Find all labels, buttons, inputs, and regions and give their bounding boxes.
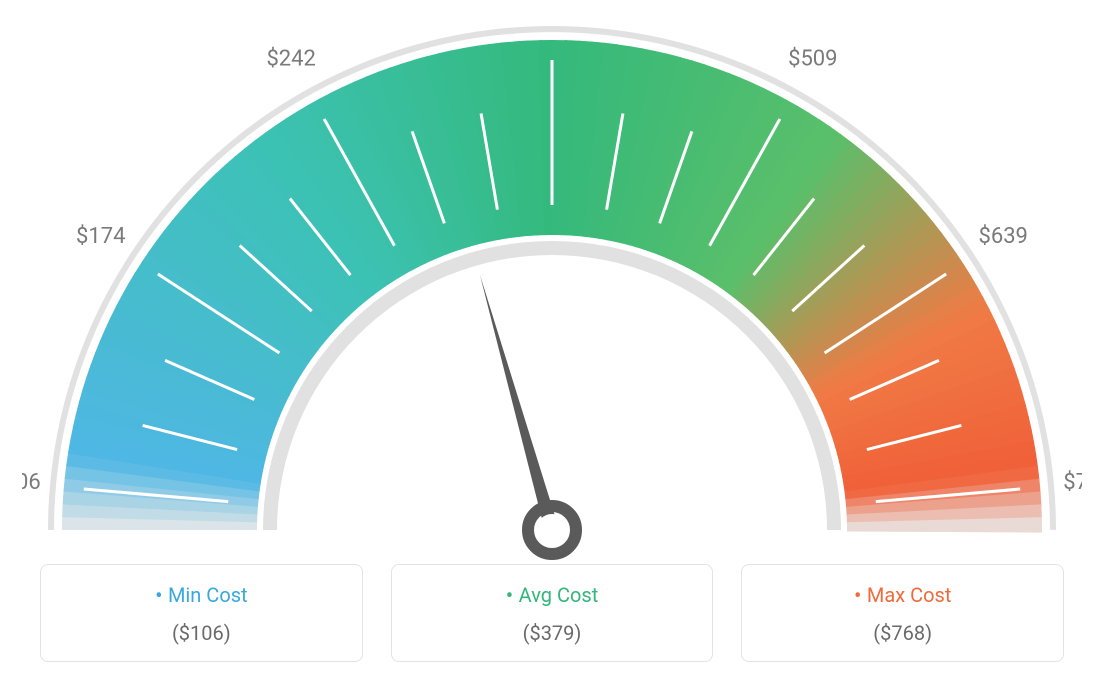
legend-card-min: Min Cost ($106) <box>40 564 363 662</box>
gauge-tick-label: $639 <box>978 224 1027 249</box>
gauge-tick-label: $242 <box>266 46 315 71</box>
legend-min-value: ($106) <box>51 621 352 645</box>
gauge-svg: $106$174$242$379$509$639$768 <box>22 20 1082 580</box>
legend-row: Min Cost ($106) Avg Cost ($379) Max Cost… <box>40 564 1064 662</box>
legend-min-label: Min Cost <box>51 583 352 609</box>
gauge-chart: $106$174$242$379$509$639$768 <box>0 0 1104 560</box>
legend-avg-value: ($379) <box>402 621 703 645</box>
legend-card-avg: Avg Cost ($379) <box>391 564 714 662</box>
gauge-tick-label: $174 <box>76 224 125 249</box>
gauge-tick-label: $106 <box>22 470 41 495</box>
legend-max-value: ($768) <box>752 621 1053 645</box>
legend-card-max: Max Cost ($768) <box>741 564 1064 662</box>
legend-max-label: Max Cost <box>752 583 1053 609</box>
gauge-tick-label: $768 <box>1063 470 1082 495</box>
legend-avg-label: Avg Cost <box>402 583 703 609</box>
gauge-tick-label: $509 <box>788 46 837 71</box>
